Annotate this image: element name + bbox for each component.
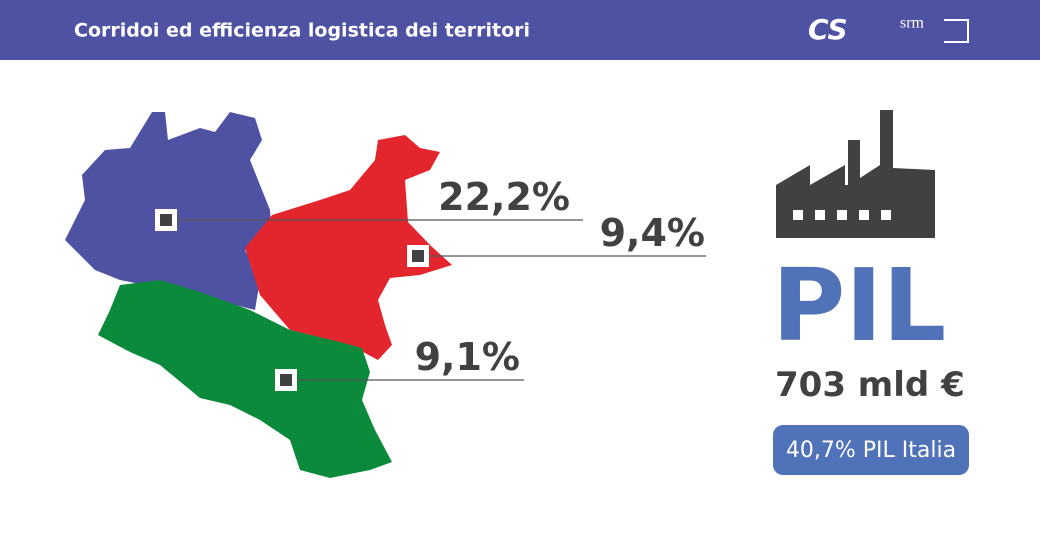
header-bar [0,0,1040,60]
region-red [245,135,452,360]
logo-srm-frame [944,19,969,43]
window [793,210,803,220]
marker-core [280,374,292,386]
logo-srm: srm [900,15,925,32]
region-label: 22,2% [438,175,570,219]
markers [155,209,429,391]
region-label: 9,1% [415,335,520,379]
window [837,210,847,220]
indicator-badge-text: 40,7% PIL Italia [786,438,956,463]
window [815,210,825,220]
region-label: 9,4% [600,211,705,255]
marker-core [412,250,424,262]
region-green [98,280,392,478]
marker-core [160,214,172,226]
indicator-value: 703 mld € [775,365,965,405]
indicator-title: PIL [772,247,946,364]
factory-windows [793,210,891,220]
window [859,210,869,220]
window [881,210,891,220]
logo-cs: CS [808,13,848,46]
factory-icon [776,110,935,238]
header-title: Corridoi ed efficienza logistica dei ter… [74,20,530,42]
indicator-badge [773,425,969,475]
